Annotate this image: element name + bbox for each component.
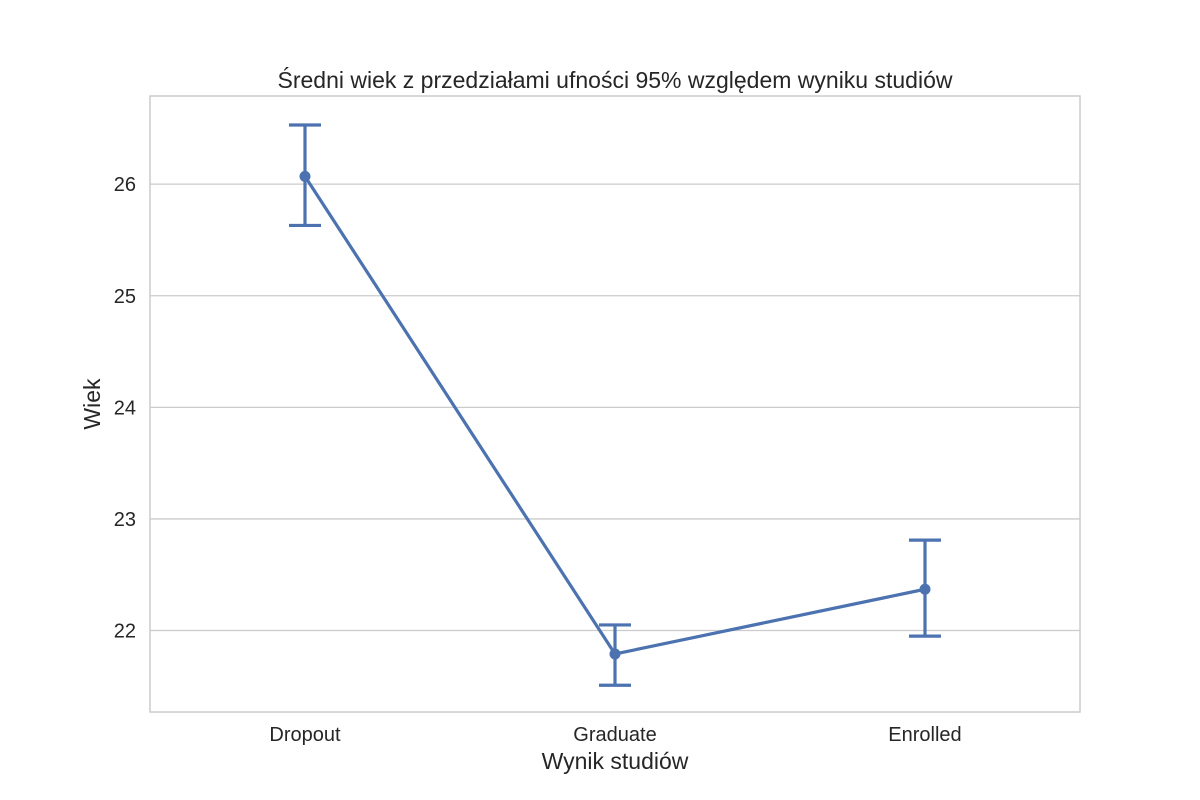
x-tick-label: Graduate: [573, 724, 656, 746]
data-point: [299, 170, 311, 182]
y-tick-label: 22: [114, 621, 136, 643]
x-axis-label: Wynik studiów: [542, 748, 689, 774]
y-axis-label: Wiek: [79, 378, 105, 430]
y-tick-label: 24: [114, 397, 136, 419]
x-tick-label: Enrolled: [888, 724, 961, 746]
y-tick-label: 25: [114, 286, 136, 308]
chart-title: Średni wiek z przedziałami ufności 95% w…: [278, 66, 953, 93]
data-layer: [289, 123, 941, 687]
y-tick-label: 23: [114, 509, 136, 531]
data-point: [609, 648, 621, 660]
x-tick-label: Dropout: [269, 724, 341, 746]
plot-frame: [149, 95, 1081, 713]
y-tick-label: 26: [114, 174, 136, 196]
label-layer: 22 23 24 25 26 Dropout Graduate Enrolled: [114, 174, 962, 746]
data-point: [919, 583, 931, 595]
